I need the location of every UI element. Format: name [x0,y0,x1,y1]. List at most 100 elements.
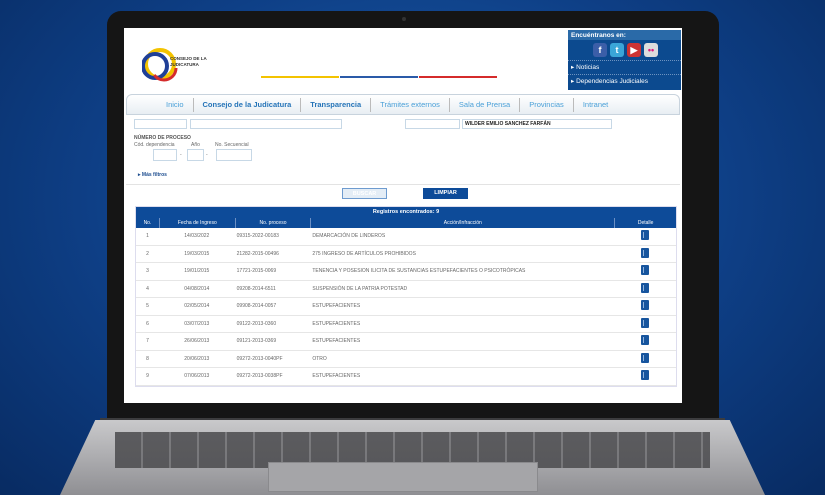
document-icon[interactable] [641,265,650,276]
cell-detalle [614,370,676,382]
document-icon[interactable] [641,370,650,381]
filter-input-2[interactable] [190,119,342,129]
table-row: 5 02/05/2014 09908-2014-0057 ESTUPEFACIENTE… [136,298,676,316]
cell-accion: SUSPENSIÓN DE LA PATRIA POTESTAD [312,285,408,292]
cell-no: 9 [146,373,149,380]
nav-provincias[interactable]: Provincias [520,97,574,112]
cell-detalle [614,230,676,242]
filter-input-1[interactable] [134,119,187,129]
more-filters-link[interactable]: ▸ Más filtros [138,172,167,178]
document-icon[interactable] [641,300,650,311]
cell-accion: ESTUPEFACIENTES [312,373,361,380]
col-accion: Acción/Infracción [310,218,614,228]
cell-fecha: 07/06/2013 [184,373,210,380]
proceso-label: NÚMERO DE PROCESO [134,135,191,141]
cell-no: 8 [146,355,149,362]
link-label: Noticias [576,64,600,71]
nav-intranet[interactable]: Intranet [582,99,609,109]
cell-detalle [614,282,676,295]
nav-transparencia[interactable]: Transparencia [301,97,372,112]
link-noticias[interactable]: ▸ Noticias [568,60,681,74]
cod-dependencia-input[interactable] [153,149,177,161]
document-icon[interactable] [641,230,650,241]
table-row: 7 26/06/2013 09121-2013-0369 ESTUPEFACIENTE… [136,333,676,351]
cell-accion: ESTUPEFACIENTES [312,320,361,327]
cell-detalle [614,247,676,260]
twitter-icon[interactable]: t [610,43,624,57]
cell-no: 2 [146,250,149,257]
table-row: 4 04/08/2014 09208-2014-6511 SUSPENSIÓN DE … [136,281,676,298]
document-icon[interactable] [641,282,650,293]
cell-fecha: 26/06/2013 [184,338,210,345]
cell-accion: DEMARCACIÓN DE LINDEROS [312,233,386,240]
stripe-yellow [261,76,339,78]
anio-input[interactable] [187,149,204,161]
secuencial-input[interactable] [216,149,252,161]
cell-no: 6 [146,320,149,327]
document-icon[interactable] [641,335,650,346]
separator: - [206,152,208,158]
cell-detalle [614,352,676,365]
document-icon[interactable] [641,247,650,258]
search-button[interactable]: BUSCAR [342,188,387,199]
cell-proceso: 21282-2015-00496 [236,250,279,257]
col-no: No. [143,220,152,226]
cell-no: 4 [146,285,149,292]
document-icon[interactable] [641,352,650,363]
filter-input-3[interactable] [405,119,460,129]
link-dependencias[interactable]: ▸ Dependencias Judiciales [568,74,681,88]
cell-no: 7 [146,338,149,345]
col-detalle: Detalle [614,218,676,228]
cell-no: 3 [146,268,149,275]
cell-fecha: 19/03/2015 [184,250,210,257]
table-header: No. Fecha de Ingreso No. proceso Acción/… [136,218,676,228]
facebook-icon[interactable]: f [593,43,607,57]
cell-detalle [614,300,676,312]
divider [126,184,680,185]
cell-accion: 275 INGRESO DE ARTÍCULOS PROHIBIDOS [312,250,416,257]
youtube-icon[interactable]: ▶ [627,43,641,57]
anio-label: Año [191,142,200,148]
col-proceso: No. proceso [234,218,311,228]
document-icon[interactable] [641,317,650,328]
table-row: 1 14/03/2022 09315-2022-00183 DEMARCACIÓN D… [136,228,676,246]
cell-detalle [614,335,676,347]
cell-fecha: 19/01/2015 [184,268,210,275]
cell-fecha: 02/05/2014 [184,303,210,310]
cell-proceso: 09122-2013-0360 [236,320,277,327]
name-input[interactable]: WILDER EMILIO SANCHEZ FARFÁN [462,119,612,129]
judicatura-logo[interactable]: CONSEJO DE LA JUDICATURA [141,40,217,85]
nav-inicio[interactable]: Inicio [157,97,194,112]
table-row: 8 20/06/2013 09272-2013-0040PF OTRO [136,351,676,368]
social-title: Encuéntranos en: [568,30,681,40]
flickr-icon[interactable]: •• [644,43,658,57]
cell-proceso: 17721-2015-0069 [236,268,277,275]
clear-button[interactable]: LIMPIAR [423,188,468,199]
cell-accion: OTRO [312,355,327,362]
cod-label: Cód. dependencia [134,142,175,148]
table-row: 6 03/07/2013 09122-2013-0360 ESTUPEFACIENTE… [136,316,676,333]
cell-accion: TENENCIA Y POSESION ILICITA DE SUSTANCIA… [312,268,526,275]
nav-sala-prensa[interactable]: Sala de Prensa [450,97,521,112]
cell-no: 5 [146,303,149,310]
cell-fecha: 14/03/2022 [184,233,210,240]
link-label: Dependencias Judiciales [576,78,648,85]
touchpad [268,462,538,492]
social-panel: Encuéntranos en: f t ▶ •• ▸ Noticias ▸ Depe… [568,30,681,90]
sec-label: No. Secuencial [215,142,249,148]
results-table: Registros encontrados: 9 No. Fecha de In… [135,206,677,387]
col-fecha: Fecha de Ingreso [158,218,235,228]
nav-consejo[interactable]: Consejo de la Judicatura [194,97,302,112]
cell-proceso: 09272-2013-0038PF [236,373,283,380]
cell-proceso: 09208-2014-6511 [236,285,276,292]
cell-fecha: 04/08/2014 [184,285,210,292]
more-filters-label: Más filtros [141,172,167,178]
nav-tramites[interactable]: Trámites externos [371,97,450,112]
table-row: 3 19/01/2015 17721-2015-0069 TENENCIA Y POS… [136,263,676,281]
cell-accion: ESTUPEFACIENTES [312,338,361,345]
camera [402,17,406,21]
cell-proceso: 09315-2022-00183 [236,233,279,240]
separator: - [180,152,182,158]
cell-proceso: 09272-2013-0040PF [236,355,283,362]
cell-no: 1 [146,233,149,240]
